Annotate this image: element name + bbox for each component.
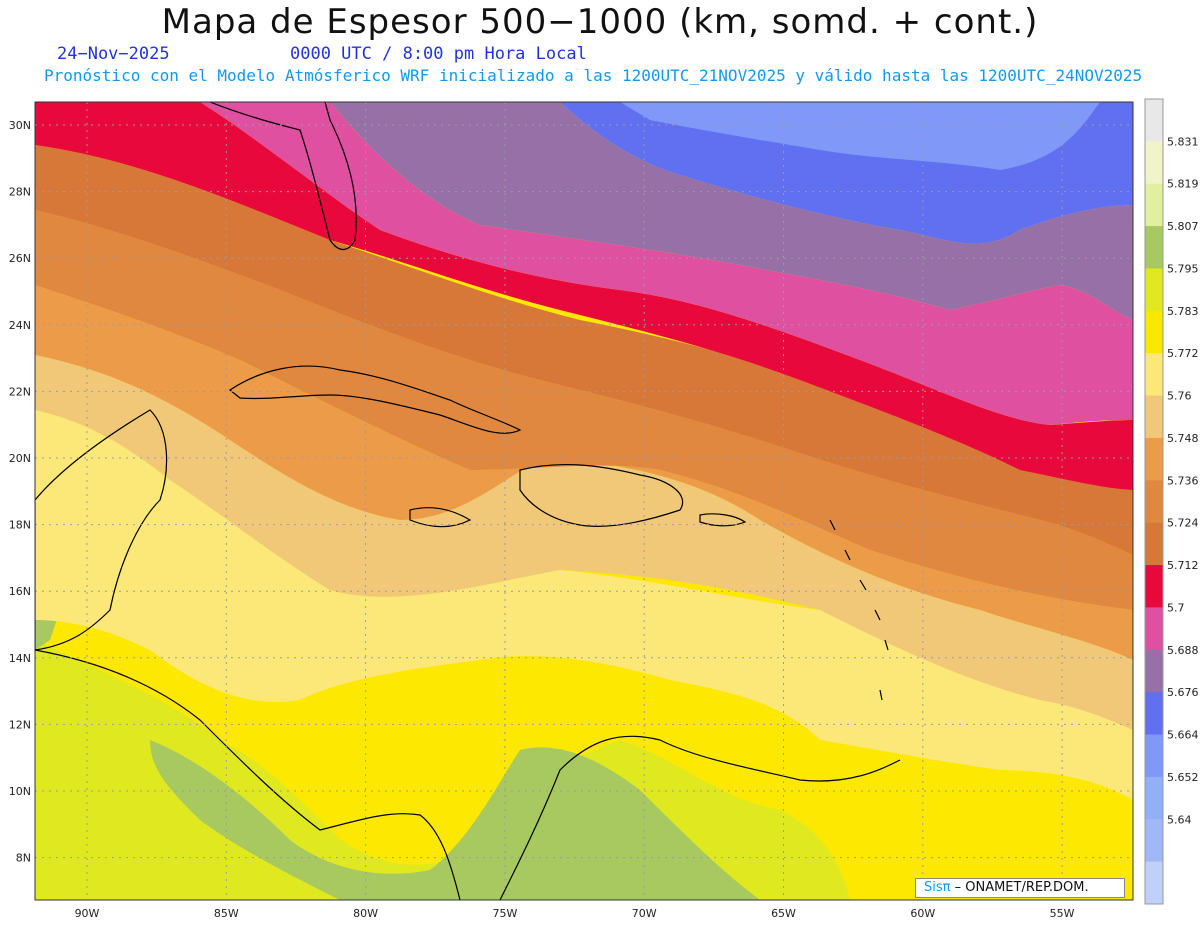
map-frame	[34, 101, 1134, 901]
colorbar-label: 5.712	[1167, 559, 1199, 572]
hispaniola-outline	[519, 463, 684, 527]
colorbar-swatch	[1145, 395, 1163, 439]
thickness-field	[35, 102, 1133, 900]
colorbar-swatch	[1145, 692, 1163, 736]
cuba-outline	[228, 365, 522, 434]
colorbar-label: 5.795	[1167, 262, 1199, 275]
colorbar-label: 5.807	[1167, 220, 1199, 233]
colorbar-swatch	[1145, 819, 1163, 863]
lat-label: 18N	[9, 519, 31, 532]
colorbar-label: 5.676	[1167, 686, 1199, 699]
colorbar-frame	[1144, 98, 1164, 905]
yucatan-outline	[35, 409, 168, 651]
colorbar-label: 5.783	[1167, 305, 1199, 318]
model-subtitle: Pronóstico con el Modelo Atmósferico WRF…	[44, 66, 1143, 85]
lat-label: 26N	[9, 252, 31, 265]
lat-label: 8N	[16, 852, 31, 865]
colorbar-label: 5.748	[1167, 432, 1199, 445]
colorbar-swatch	[1145, 861, 1163, 905]
band-5700	[200, 102, 1133, 425]
colorbar-swatch	[1145, 565, 1163, 608]
colorbar-swatch	[1145, 776, 1163, 820]
colorbar-label: 5.64	[1167, 813, 1192, 826]
credit-sis: Sisπ	[924, 880, 951, 895]
colorbar-label: 5.76	[1167, 390, 1192, 403]
lon-label: 85W	[214, 907, 239, 920]
band-5712	[35, 102, 1133, 490]
colorbar-swatch	[1145, 226, 1163, 269]
colorbar-label: 5.652	[1167, 771, 1199, 784]
south-america-outline	[499, 735, 901, 900]
colorbar-swatch	[1145, 141, 1163, 185]
colorbar-swatch	[1145, 268, 1163, 312]
band-5736	[35, 210, 1133, 610]
chart-title: Mapa de Espesor 500−1000 (km, somd. + co…	[161, 2, 1039, 42]
lat-label: 12N	[9, 718, 31, 731]
lat-label: 30N	[9, 119, 31, 132]
credit-onamet: – ONAMET/REP.DOM.	[954, 880, 1089, 895]
colorbar-swatch	[1145, 353, 1163, 397]
lon-label: 70W	[632, 907, 657, 920]
lon-label: 60W	[910, 907, 935, 920]
lat-label: 10N	[9, 785, 31, 798]
colorbar-swatch	[1145, 437, 1163, 481]
colorbar-swatch	[1145, 310, 1163, 354]
forecast-date: 24−Nov−2025	[57, 44, 170, 64]
band-5760	[35, 355, 1133, 730]
central-america-outline	[35, 649, 461, 900]
graticule	[35, 102, 1133, 900]
band-5807	[150, 740, 760, 900]
lat-label: 16N	[9, 585, 31, 598]
colorbar-label: 5.819	[1167, 178, 1199, 191]
lon-label: 55W	[1050, 907, 1075, 920]
florida-outline	[209, 102, 357, 250]
lon-label: 75W	[492, 907, 517, 920]
colorbar-label: 5.724	[1167, 517, 1199, 530]
colorbar-swatch	[1145, 99, 1163, 142]
colorbar-label: 5.736	[1167, 474, 1199, 487]
lon-label: 65W	[771, 907, 796, 920]
colorbar-swatch	[1145, 522, 1163, 566]
latitude-labels: 30N 28N 26N 24N 22N 20N 18N 16N 14N 12N 10N 8N	[9, 119, 31, 865]
band-5724	[35, 145, 1133, 555]
credit-box: Sisπ – ONAMET/REP.DOM.	[915, 878, 1125, 898]
lon-label: 80W	[353, 907, 378, 920]
longitude-labels: 90W 85W 80W 75W 70W 65W 60W 55W	[75, 907, 1075, 920]
colorbar: 5.831 5.819 5.807 5.795 5.783 5.772 5.76 5.748 5…	[1144, 98, 1199, 905]
colorbar-label: 5.831	[1167, 135, 1199, 148]
lat-label: 22N	[9, 385, 31, 398]
colorbar-swatch	[1145, 183, 1163, 227]
colorbar-swatch	[1145, 480, 1163, 524]
lon-label: 90W	[75, 907, 100, 920]
band-5748	[35, 285, 1133, 660]
band-5772	[35, 410, 1133, 800]
lat-label: 14N	[9, 652, 31, 665]
colorbar-swatch	[1145, 607, 1163, 651]
puerto-rico-outline	[699, 513, 747, 527]
lesser-antilles-outline	[829, 519, 889, 701]
coastlines	[35, 102, 901, 900]
colorbar-swatch	[1145, 649, 1163, 693]
lat-label: 20N	[9, 452, 31, 465]
lat-label: 24N	[9, 319, 31, 332]
colorbar-label: 5.7	[1167, 601, 1185, 614]
forecast-time: 0000 UTC / 8:00 pm Hora Local	[290, 44, 587, 64]
band-5688	[330, 102, 1133, 320]
colorbar-label: 5.688	[1167, 644, 1199, 657]
lat-label: 28N	[9, 186, 31, 199]
band-5664	[620, 102, 1100, 170]
jamaica-outline	[409, 507, 472, 528]
colorbar-label: 5.772	[1167, 347, 1199, 360]
colorbar-swatch	[1145, 734, 1163, 778]
colorbar-label: 5.664	[1167, 729, 1199, 742]
